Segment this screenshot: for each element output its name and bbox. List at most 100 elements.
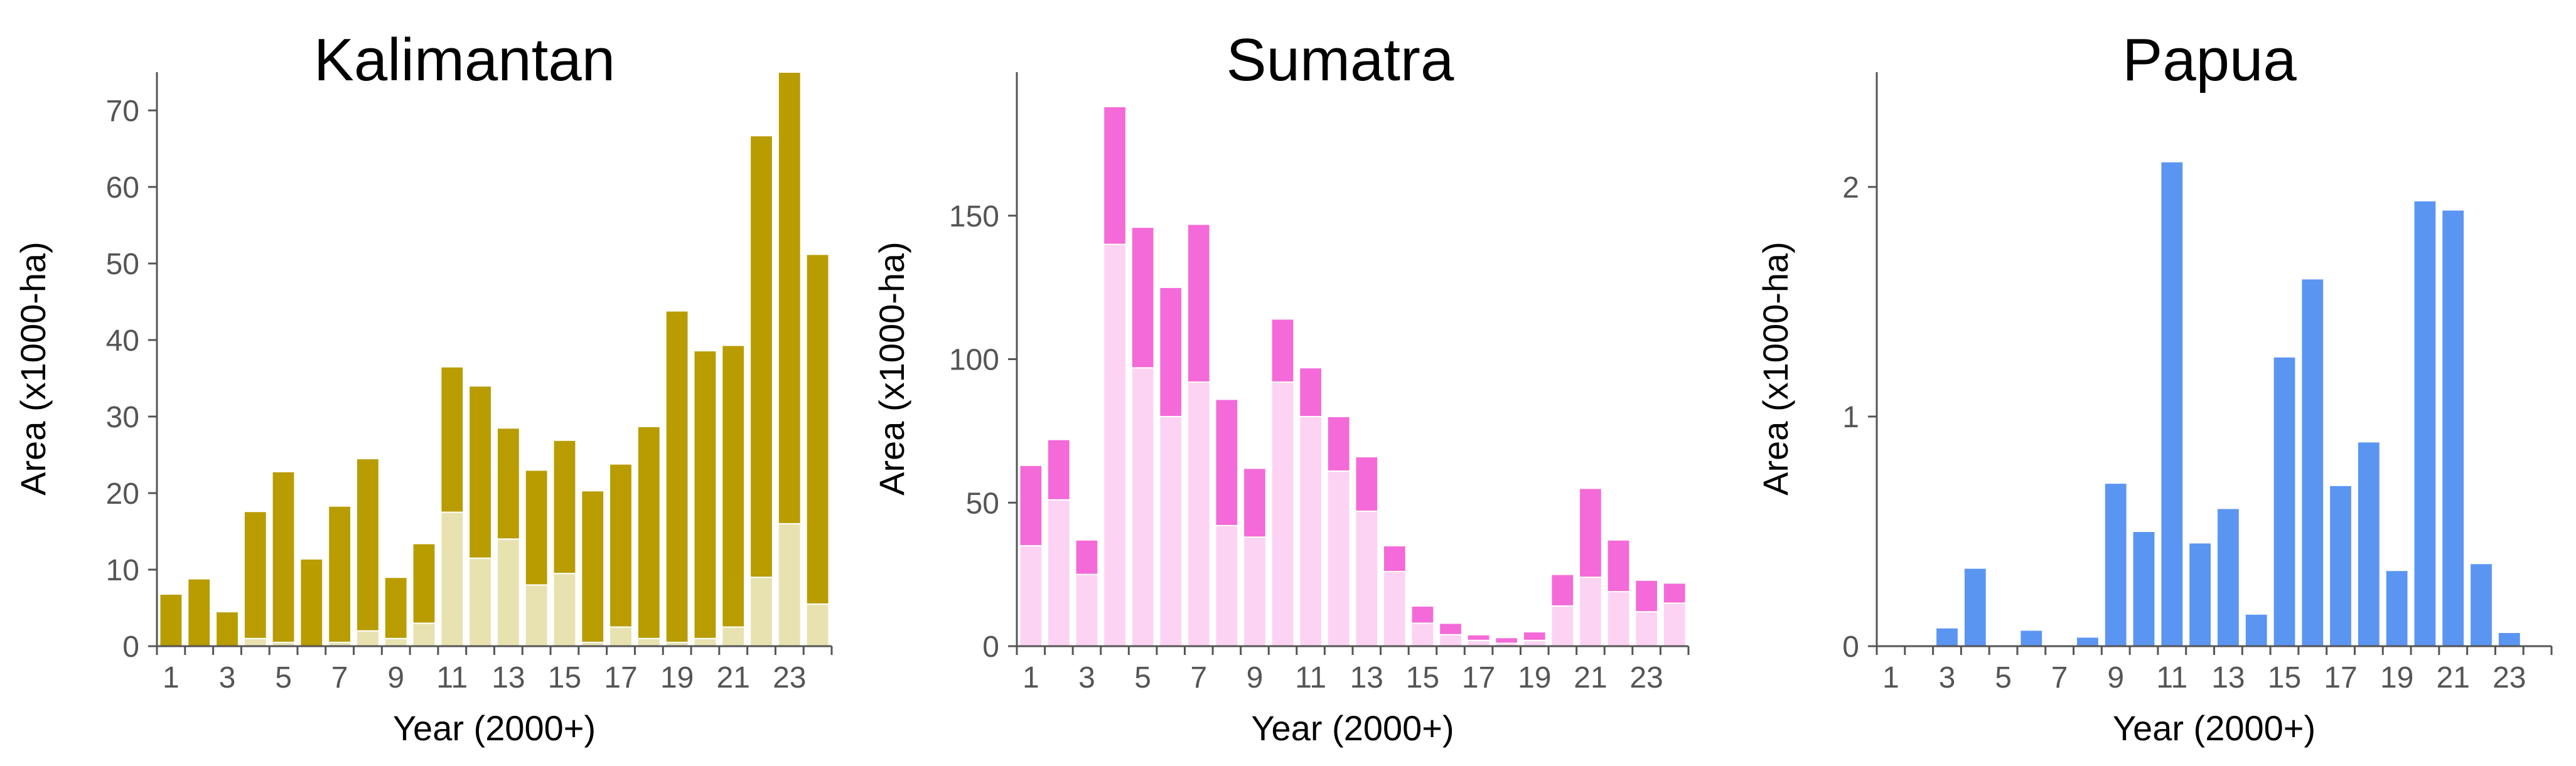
kalimantan-bar (636, 425, 661, 639)
sumatra-bar (1187, 381, 1211, 647)
papua-bar (2329, 484, 2353, 647)
kalimantan-x-axis-label: Year (2000+) (393, 708, 596, 748)
kalimantan-bar (384, 637, 408, 647)
kalimantan-title: Kalimantan (314, 26, 615, 93)
kalimantan-bar (777, 72, 802, 524)
sumatra-bar (1495, 637, 1519, 644)
papua-bar (2103, 482, 2128, 647)
kalimantan-x-tick-label: 7 (331, 661, 348, 694)
kalimantan-x-tick-label: 9 (387, 661, 404, 694)
sumatra-bar (1047, 499, 1071, 647)
kalimantan-bar (693, 637, 717, 647)
kalimantan-bar (749, 577, 773, 647)
kalimantan-bar (609, 626, 633, 647)
sumatra-bar (1270, 381, 1295, 647)
sumatra-bar (1159, 287, 1183, 417)
papua-title: Papua (2122, 26, 2297, 93)
sumatra-bar (1579, 487, 1602, 578)
kalimantan-x-tick-label: 5 (275, 661, 292, 694)
sumatra-bar (1047, 439, 1071, 501)
sumatra-title: Sumatra (1226, 26, 1454, 93)
papua-bar (2356, 441, 2381, 647)
kalimantan-bar (187, 578, 212, 647)
kalimantan-y-tick-label: 0 (122, 630, 139, 664)
kalimantan-bar (468, 557, 493, 647)
papua-bar (2188, 542, 2212, 647)
sumatra-bar (1243, 536, 1267, 647)
papua-x-axis-label: Year (2000+) (2113, 708, 2316, 748)
papua-x-tick-label: 7 (2051, 661, 2068, 694)
kalimantan-y-tick-label: 40 (106, 324, 139, 358)
kalimantan-bar (215, 611, 239, 647)
sumatra-y-tick-label: 100 (949, 344, 999, 377)
sumatra-bar (1270, 318, 1295, 383)
papua-x-tick-label: 23 (2493, 661, 2526, 694)
sumatra-bar (1187, 223, 1211, 383)
kalimantan-bar (552, 439, 577, 575)
sumatra-x-tick-label: 13 (1350, 661, 1383, 694)
sumatra-bar (1383, 545, 1407, 573)
papua-bar (2385, 570, 2409, 647)
sumatra-bar (1075, 573, 1099, 647)
kalimantan-bar (609, 463, 633, 628)
kalimantan-bar (524, 584, 549, 647)
sumatra-y-tick-label: 0 (982, 630, 999, 664)
sumatra-bar (1439, 622, 1462, 636)
sumatra-bar (1606, 539, 1631, 593)
sumatra-bar (1410, 622, 1435, 647)
kalimantan-bar (271, 471, 296, 643)
papua-y-tick-label: 2 (1842, 171, 1859, 205)
sumatra-y-tick-label: 150 (949, 200, 999, 233)
papua-x-tick-label: 15 (2268, 661, 2301, 694)
sumatra-x-tick-label: 17 (1462, 661, 1495, 694)
papua-bar (2019, 629, 2044, 647)
kalimantan-y-tick-label: 30 (106, 401, 139, 434)
kalimantan-bar (468, 385, 493, 559)
sumatra-bar (1383, 571, 1407, 647)
sumatra-bar (1634, 611, 1659, 647)
kalimantan-x-tick-label: 11 (436, 661, 468, 694)
kalimantan-x-tick-label: 19 (660, 661, 694, 694)
sumatra-bar (1103, 105, 1127, 245)
papua-bar (2497, 632, 2521, 647)
sumatra-bar (1326, 416, 1351, 472)
kalimantan-bar (496, 538, 520, 647)
sumatra-bar (1215, 524, 1239, 647)
kalimantan-bar (440, 511, 464, 647)
sumatra-x-tick-label: 1 (1022, 661, 1039, 694)
kalimantan-bar (805, 253, 830, 605)
kalimantan-bar (243, 637, 267, 647)
sumatra-bar (1355, 456, 1379, 512)
kalimantan-bar (384, 577, 408, 639)
kalimantan-bar (805, 603, 830, 647)
kalimantan-x-tick-label: 17 (604, 661, 637, 694)
papua-x-tick-label: 17 (2324, 661, 2357, 694)
kalimantan-bar (243, 511, 267, 639)
kalimantan-bar (777, 523, 802, 647)
papua-bar (2300, 278, 2325, 647)
papua-x-tick-label: 11 (2156, 661, 2187, 694)
kalimantan-y-axis-label: Area (x1000-ha) (13, 242, 53, 496)
kalimantan-bar (496, 427, 520, 540)
sumatra-bar (1579, 577, 1602, 647)
kalimantan-x-tick-label: 15 (548, 661, 581, 694)
kalimantan-bar (524, 469, 549, 586)
papua-bar (2469, 563, 2493, 647)
kalimantan-bar (159, 593, 183, 647)
sumatra-bar (1550, 573, 1575, 607)
sumatra-bar (1019, 545, 1043, 647)
kalimantan-y-tick-label: 60 (106, 171, 139, 205)
kalimantan-bar (665, 310, 689, 643)
kalimantan-bar (412, 622, 436, 647)
papua-bar (2216, 508, 2240, 647)
papua-x-tick-label: 13 (2211, 661, 2245, 694)
sumatra-bar (1299, 416, 1323, 647)
papua-y-tick-label: 0 (1842, 630, 1859, 664)
sumatra-bar (1634, 579, 1659, 613)
sumatra-y-axis-label: Area (x1000-ha) (872, 242, 911, 496)
kalimantan-bar (440, 366, 464, 513)
papua-bar (2160, 161, 2184, 647)
sumatra-x-tick-label: 11 (1295, 661, 1326, 694)
papua-bar (2272, 356, 2297, 647)
